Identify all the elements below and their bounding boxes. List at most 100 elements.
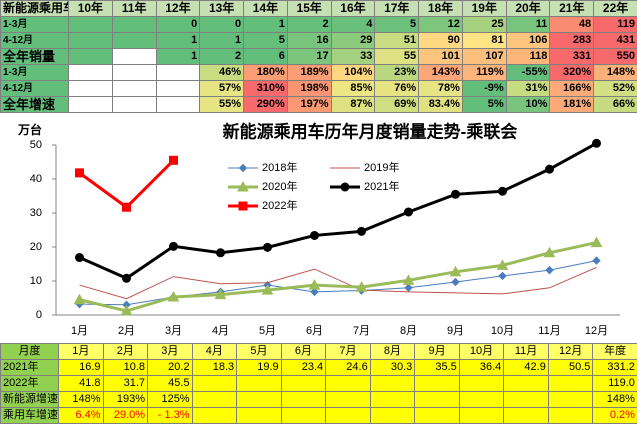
header-cell: 12年: [156, 1, 200, 17]
legend-marker: [341, 183, 349, 191]
x-tick-label: 1月: [71, 325, 88, 337]
data-point: [264, 243, 272, 251]
row-label: 全年增速: [1, 97, 69, 113]
table-cell: [112, 33, 156, 49]
header-cell: 10年: [69, 1, 113, 17]
data-point: [405, 208, 413, 216]
header-cell: 11月: [504, 344, 549, 360]
header-cell: 16年: [331, 1, 375, 17]
table-cell: 180%: [244, 65, 288, 81]
header-cell: 年度: [593, 344, 637, 360]
table-cell: [459, 376, 504, 392]
table-cell: - 1.3%: [148, 408, 193, 424]
table-cell: 5: [375, 17, 419, 33]
table-cell: [504, 392, 549, 408]
header-cell: 9月: [415, 344, 460, 360]
table-cell: 19.9: [237, 360, 282, 376]
table-cell: 119%: [462, 65, 506, 81]
table-cell: 550: [594, 49, 637, 65]
table-cell: 1: [244, 17, 288, 33]
table-cell: 198%: [287, 81, 331, 97]
table-cell: 104%: [331, 65, 375, 81]
table-cell: 11: [506, 17, 550, 33]
table-cell: 78%: [419, 81, 463, 97]
table-cell: 2: [287, 17, 331, 33]
header-cell: 18年: [419, 1, 463, 17]
table-cell: 431: [594, 33, 637, 49]
legend-label: 2021年: [364, 179, 399, 193]
chart-background: [0, 113, 637, 343]
table-cell: 31.7: [103, 376, 148, 392]
header-cell: 15年: [287, 1, 331, 17]
table-cell: 30.3: [370, 360, 415, 376]
header-cell: 21年: [550, 1, 594, 17]
data-point: [217, 249, 225, 257]
data-point: [499, 187, 507, 195]
table-cell: 85%: [331, 81, 375, 97]
table-cell: -55%: [506, 65, 550, 81]
table-cell: 5%: [462, 97, 506, 113]
table-cell: 189%: [287, 65, 331, 81]
header-cell: 4月: [192, 344, 237, 360]
table-cell: 29.0%: [103, 408, 148, 424]
table-cell: [237, 408, 282, 424]
table-cell: 33: [331, 49, 375, 65]
table-cell: 31%: [506, 81, 550, 97]
table-cell: 46%: [200, 65, 244, 81]
table-cell: [459, 408, 504, 424]
header-cell: 20年: [506, 1, 550, 17]
table-cell: 1: [156, 33, 200, 49]
y-tick-label: 0: [36, 309, 42, 321]
table-cell: 23.4: [281, 360, 326, 376]
table-cell: 87%: [331, 97, 375, 113]
table-cell: [281, 392, 326, 408]
table-cell: 1: [200, 33, 244, 49]
legend-marker: [239, 202, 247, 210]
data-point: [76, 254, 84, 262]
header-cell: 8月: [370, 344, 415, 360]
header-cell: 6月: [281, 344, 326, 360]
table-cell: [548, 408, 593, 424]
row-label: 全年销量: [1, 49, 69, 65]
table-cell: [281, 408, 326, 424]
data-point: [76, 169, 84, 177]
table-cell: 90: [419, 33, 463, 49]
table-cell: 23%: [375, 65, 419, 81]
table-cell: [69, 65, 113, 81]
table-cell: [415, 392, 460, 408]
header-cell: 17年: [375, 1, 419, 17]
table-cell: [326, 376, 371, 392]
row-label: 1-3月: [1, 65, 69, 81]
table-cell: [370, 408, 415, 424]
table-cell: 0: [200, 17, 244, 33]
y-tick-label: 50: [30, 139, 42, 151]
x-tick-label: 10月: [491, 325, 514, 337]
table-cell: 106: [506, 33, 550, 49]
row-label: 1-3月: [1, 17, 69, 33]
x-tick-label: 7月: [353, 325, 370, 337]
table-cell: 148%: [59, 392, 104, 408]
header-cell: 5月: [237, 344, 282, 360]
data-point: [170, 156, 178, 164]
table-cell: [370, 392, 415, 408]
y-tick-label: 20: [30, 241, 42, 253]
y-tick-label: 10: [30, 275, 42, 287]
x-tick-label: 8月: [400, 325, 417, 337]
data-point: [452, 190, 460, 198]
data-point: [123, 274, 131, 282]
table-cell: 1: [156, 49, 200, 65]
table-cell: 29: [331, 33, 375, 49]
table-cell: 52%: [594, 81, 637, 97]
header-cell: 22年: [594, 1, 637, 17]
header-cell: 11年: [112, 1, 156, 17]
table-cell: [112, 49, 156, 65]
row-label: 4-12月: [1, 33, 69, 49]
table-cell: [156, 65, 200, 81]
